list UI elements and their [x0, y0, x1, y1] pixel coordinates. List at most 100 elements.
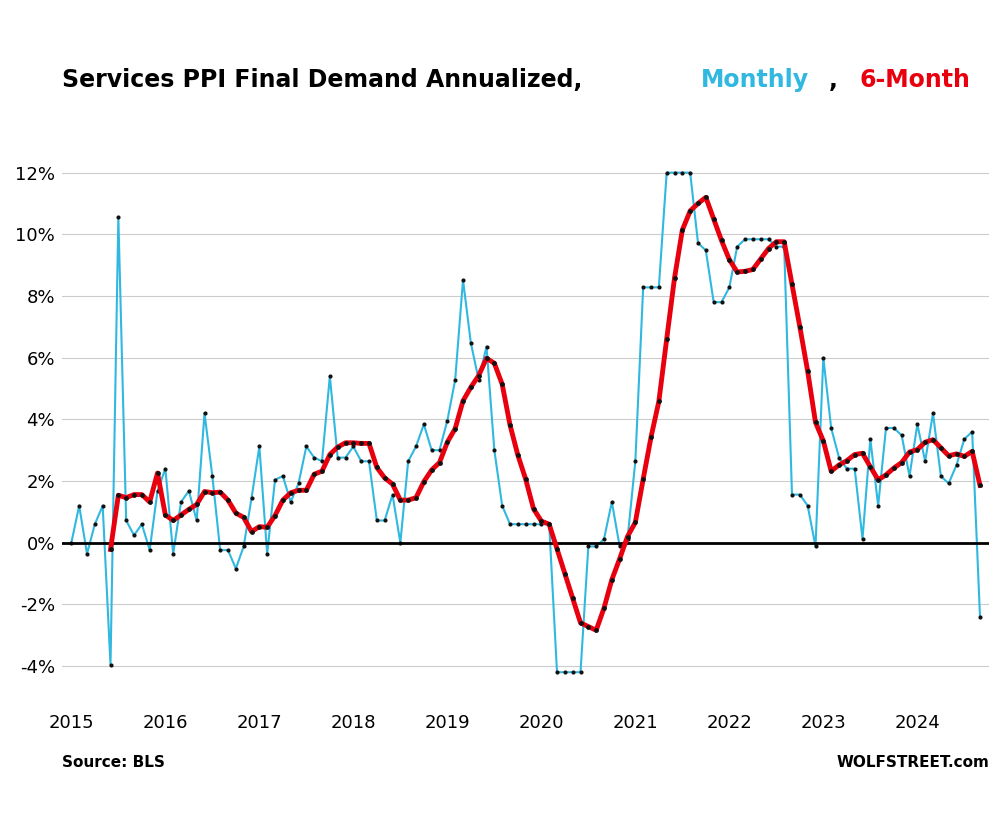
Point [455, 394, 471, 407]
Point [964, 425, 980, 439]
Point [941, 449, 957, 463]
Point [235, 511, 252, 524]
Point [384, 477, 400, 491]
Point [181, 484, 197, 497]
Point [189, 498, 205, 511]
Point [886, 462, 902, 475]
Point [949, 458, 965, 472]
Point [690, 197, 706, 210]
Text: Monthly: Monthly [700, 67, 809, 92]
Point [440, 414, 456, 427]
Point [314, 454, 330, 467]
Point [196, 485, 212, 498]
Point [486, 444, 502, 457]
Point [95, 499, 111, 512]
Point [713, 295, 729, 309]
Point [353, 454, 369, 467]
Point [361, 454, 377, 467]
Point [220, 494, 236, 507]
Point [322, 370, 338, 383]
Point [847, 448, 863, 461]
Point [432, 456, 448, 469]
Point [612, 552, 628, 565]
Text: 6-Month: 6-Month [859, 67, 970, 92]
Point [227, 506, 243, 519]
Point [157, 462, 173, 475]
Point [189, 514, 205, 527]
Point [267, 473, 283, 486]
Point [893, 456, 909, 469]
Point [901, 469, 917, 482]
Point [635, 281, 651, 294]
Point [502, 518, 518, 531]
Point [792, 320, 808, 333]
Point [111, 489, 127, 502]
Point [893, 429, 909, 442]
Point [173, 509, 189, 522]
Point [949, 448, 965, 461]
Point [142, 495, 158, 509]
Point [165, 514, 181, 527]
Point [471, 369, 487, 382]
Text: WOLFSTREET.com: WOLFSTREET.com [837, 755, 989, 770]
Point [306, 451, 322, 464]
Point [761, 242, 777, 255]
Point [337, 451, 353, 464]
Point [549, 542, 565, 556]
Point [243, 491, 260, 504]
Point [479, 351, 495, 365]
Point [541, 518, 557, 531]
Point [510, 518, 526, 531]
Point [957, 450, 973, 463]
Text: Source: BLS: Source: BLS [62, 755, 165, 770]
Point [204, 486, 220, 500]
Point [283, 495, 299, 509]
Point [408, 440, 425, 453]
Point [376, 472, 392, 485]
Point [878, 468, 894, 481]
Point [181, 503, 197, 516]
Point [227, 562, 243, 575]
Point [118, 514, 134, 527]
Point [518, 518, 534, 531]
Point [564, 592, 580, 605]
Point [729, 265, 745, 278]
Point [972, 610, 988, 623]
Point [792, 488, 808, 501]
Point [580, 620, 597, 633]
Point [580, 540, 597, 553]
Point [275, 494, 291, 507]
Point [220, 543, 236, 556]
Point [612, 540, 628, 553]
Point [964, 445, 980, 458]
Point [243, 525, 260, 538]
Point [415, 418, 432, 431]
Point [682, 166, 698, 179]
Point [744, 263, 761, 276]
Point [556, 666, 572, 679]
Point [283, 486, 299, 500]
Point [635, 472, 651, 486]
Point [479, 340, 495, 353]
Point [752, 253, 769, 266]
Point [705, 212, 721, 226]
Point [721, 253, 737, 266]
Point [808, 540, 824, 553]
Point [299, 440, 315, 453]
Point [103, 658, 119, 672]
Point [165, 547, 181, 560]
Point [769, 235, 785, 249]
Point [651, 281, 667, 294]
Point [933, 441, 949, 454]
Point [353, 437, 369, 450]
Point [345, 436, 361, 449]
Point [690, 236, 706, 249]
Point [103, 543, 119, 556]
Point [917, 435, 934, 449]
Point [173, 495, 189, 509]
Point [800, 365, 816, 378]
Point [463, 381, 479, 394]
Point [604, 495, 620, 509]
Point [533, 514, 549, 528]
Point [713, 234, 729, 247]
